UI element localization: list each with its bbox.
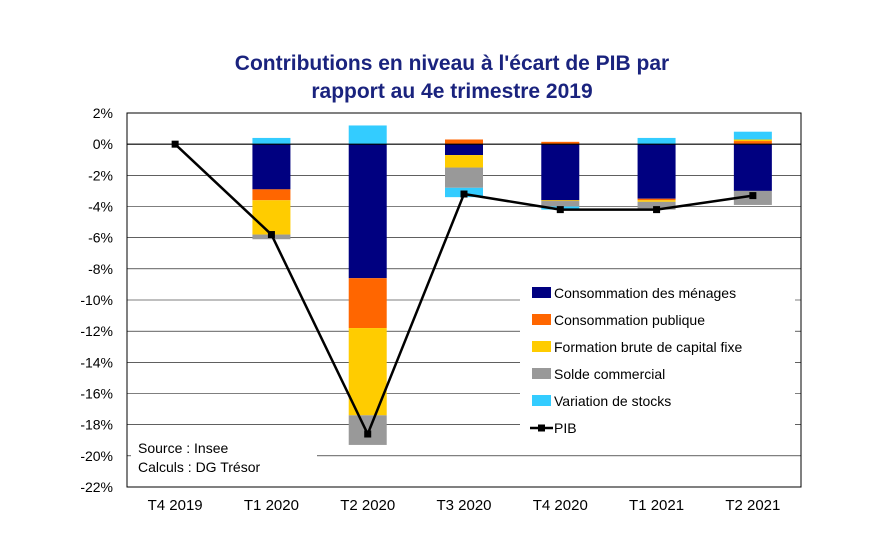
- x-tick-label: T4 2020: [533, 497, 588, 514]
- y-tick-label: -18%: [80, 417, 113, 433]
- source-note: Source : Insee: [138, 440, 228, 456]
- legend: Consommation des ménages Consommation pub…: [520, 280, 795, 448]
- notes: Source : Insee Calculs : DG Trésor: [131, 435, 317, 483]
- bar-segment: [637, 201, 676, 210]
- calculs-note: Calculs : DG Trésor: [138, 459, 260, 475]
- bar-segment: [733, 144, 772, 191]
- bar-segment: [445, 167, 483, 188]
- y-tick-label: -14%: [80, 354, 113, 370]
- x-tick-label: T1 2021: [629, 497, 684, 514]
- pib-marker: [364, 430, 372, 438]
- pib-marker: [653, 206, 661, 214]
- bar-segment: [252, 189, 291, 201]
- legend-label: Solde commercial: [554, 366, 665, 382]
- bar-segment: [637, 198, 676, 201]
- bar-segment: [733, 141, 772, 145]
- pib-line-group: [171, 140, 757, 438]
- bar-segment: [445, 155, 483, 168]
- y-tick-label: -2%: [88, 167, 113, 183]
- pib-marker: [749, 192, 757, 200]
- y-tick-label: -20%: [80, 448, 113, 464]
- bar-segment: [733, 131, 772, 140]
- legend-label: Variation de stocks: [554, 393, 671, 409]
- bar-segment: [252, 200, 291, 235]
- legend-box: [520, 280, 795, 448]
- legend-swatch: [532, 368, 551, 379]
- legend-label: PIB: [554, 420, 577, 436]
- bar-segment: [541, 200, 580, 202]
- y-tick-label: -4%: [88, 199, 113, 215]
- x-axis-ticks: T4 2019 T1 2020 T2 2020 T3 2020 T4 2020 T1 20…: [148, 497, 781, 514]
- x-tick-label: T2 2021: [725, 497, 780, 514]
- legend-label: Formation brute de capital fixe: [554, 339, 743, 355]
- legend-swatch: [532, 395, 551, 406]
- legend-swatch: [532, 314, 551, 325]
- x-tick-label: T2 2020: [340, 497, 395, 514]
- y-tick-label: -10%: [80, 292, 113, 308]
- x-tick-label: T3 2020: [436, 497, 491, 514]
- chart-title-line1: Contributions en niveau à l'écart de PIB…: [235, 52, 669, 75]
- legend-swatch: [532, 287, 551, 298]
- y-tick-label: -12%: [80, 323, 113, 339]
- pib-marker: [171, 140, 179, 148]
- pib-marker: [460, 190, 468, 198]
- bar-segment: [541, 141, 580, 145]
- plot-area-border: [126, 112, 802, 488]
- legend-label: Consommation publique: [554, 312, 705, 328]
- bar-segment: [445, 139, 483, 145]
- bar-segment: [637, 144, 676, 199]
- legend-swatch: [532, 341, 551, 352]
- x-tick-label: T1 2020: [244, 497, 299, 514]
- y-tick-label: -8%: [88, 261, 113, 277]
- bar-segment: [252, 137, 291, 145]
- bar-segment: [445, 144, 483, 156]
- bar-segment: [733, 139, 772, 142]
- y-tick-label: 2%: [93, 105, 113, 121]
- y-tick-label: -16%: [80, 386, 113, 402]
- pib-marker: [267, 231, 275, 239]
- legend-label: Consommation des ménages: [554, 285, 736, 301]
- bar-segment: [348, 144, 387, 279]
- bar-segment: [541, 201, 580, 207]
- bar-segment: [637, 137, 676, 145]
- y-tick-label: 0%: [93, 136, 113, 152]
- x-tick-label: T4 2019: [148, 497, 203, 514]
- notes-box: [131, 435, 317, 483]
- pib-marker: [556, 206, 564, 214]
- bar-segment: [348, 415, 387, 445]
- bar-segment: [541, 144, 580, 201]
- bar-segment: [348, 278, 387, 329]
- y-tick-label: -22%: [80, 479, 113, 495]
- chart-title-line2: rapport au 4e trimestre 2019: [311, 80, 592, 103]
- y-axis-ticks: 2% 0% -2% -4% -6% -8% -10% -12% -14% -16% -18% -20%…: [80, 105, 113, 495]
- bar-segment: [348, 125, 387, 145]
- bar-segment: [252, 144, 291, 190]
- y-tick-label: -6%: [88, 230, 113, 246]
- legend-line-marker: [538, 424, 545, 432]
- bar-segment: [637, 200, 676, 202]
